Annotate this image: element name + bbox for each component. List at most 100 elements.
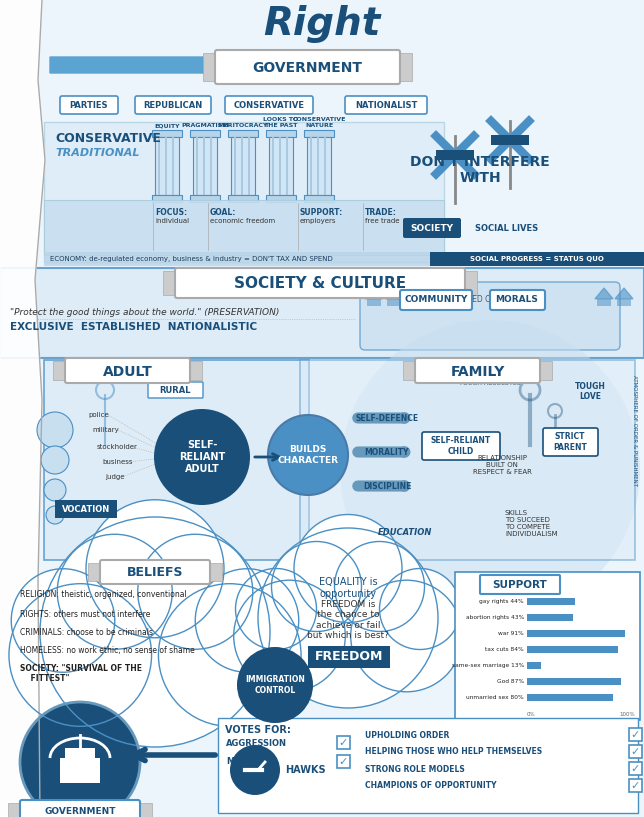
Bar	[241, 137, 243, 195]
Text: ✓: ✓	[631, 781, 640, 791]
Bar	[527, 662, 541, 669]
Circle shape	[154, 409, 250, 505]
Bar	[165, 137, 167, 195]
Text: ✓: ✓	[339, 757, 348, 767]
FancyBboxPatch shape	[148, 382, 203, 398]
Bar	[527, 694, 613, 701]
Bar	[8, 803, 22, 817]
Bar	[455, 572, 640, 720]
Circle shape	[237, 647, 313, 723]
Bar	[324, 137, 326, 195]
Circle shape	[46, 506, 64, 524]
Text: TOUGH
LOVE: TOUGH LOVE	[574, 382, 605, 401]
Circle shape	[37, 412, 73, 448]
Bar	[308, 646, 390, 668]
Bar	[203, 137, 205, 195]
Circle shape	[20, 702, 140, 817]
Bar	[188, 361, 202, 380]
Bar	[190, 130, 220, 137]
Bar	[337, 736, 350, 749]
Bar	[300, 360, 635, 560]
Text: SOCIETY & CULTURE: SOCIETY & CULTURE	[234, 276, 406, 292]
FancyBboxPatch shape	[135, 96, 211, 114]
Bar	[152, 130, 182, 137]
Text: stockholder: stockholder	[97, 444, 138, 450]
Circle shape	[40, 517, 270, 747]
Text: ADULT: ADULT	[102, 364, 153, 378]
Text: same-sex marriage 13%: same-sex marriage 13%	[451, 663, 524, 668]
Text: tax cuts 84%: tax cuts 84%	[485, 647, 524, 652]
Text: Right: Right	[263, 5, 381, 43]
Text: EDUCATION: EDUCATION	[378, 528, 432, 537]
Bar	[266, 130, 296, 137]
Text: BUILDS
CHARACTER: BUILDS CHARACTER	[278, 445, 339, 465]
Text: unmarried sex 80%: unmarried sex 80%	[466, 695, 524, 700]
Bar	[398, 53, 412, 81]
Text: MORALITY: MORALITY	[365, 448, 409, 457]
Text: gay rights 44%: gay rights 44%	[479, 599, 524, 604]
Bar	[629, 745, 642, 758]
Text: SUPPORT: SUPPORT	[493, 579, 547, 590]
Polygon shape	[385, 288, 403, 299]
Circle shape	[379, 569, 460, 650]
Text: DISCIPLINE: DISCIPLINE	[363, 481, 411, 490]
Bar	[617, 299, 631, 306]
Bar	[0, 268, 644, 358]
Text: SOCIAL PROGRESS = STATUS QUO: SOCIAL PROGRESS = STATUS QUO	[470, 256, 604, 262]
Text: ✓: ✓	[631, 747, 640, 757]
Bar	[193, 137, 217, 195]
Bar	[310, 137, 312, 195]
Text: SOCIETY: SOCIETY	[410, 224, 453, 233]
Polygon shape	[615, 288, 633, 299]
FancyBboxPatch shape	[422, 432, 500, 460]
Bar	[163, 271, 177, 295]
Text: STRONG ROLE MODELS: STRONG ROLE MODELS	[365, 765, 465, 774]
Text: STRICT
PARENT: STRICT PARENT	[553, 432, 587, 452]
Bar	[44, 252, 444, 266]
Circle shape	[158, 583, 301, 726]
Text: employers: employers	[300, 218, 337, 224]
Circle shape	[57, 534, 172, 650]
Polygon shape	[595, 288, 613, 299]
FancyBboxPatch shape	[345, 96, 427, 114]
Bar	[44, 122, 444, 262]
FancyBboxPatch shape	[215, 50, 400, 84]
Text: FOCUS:: FOCUS:	[155, 208, 187, 217]
Bar	[152, 195, 182, 202]
Circle shape	[268, 415, 348, 495]
Text: economic freedom: economic freedom	[210, 218, 275, 224]
Text: BELIEFS: BELIEFS	[127, 566, 184, 579]
Text: NATIONALIST: NATIONALIST	[355, 100, 417, 109]
Text: GOVERNMENT: GOVERNMENT	[252, 61, 363, 75]
Bar	[436, 150, 474, 160]
Bar	[138, 803, 152, 817]
FancyBboxPatch shape	[20, 800, 140, 817]
Bar	[60, 758, 100, 783]
Bar	[337, 755, 350, 768]
Bar	[430, 252, 644, 266]
Bar	[44, 360, 309, 560]
FancyBboxPatch shape	[480, 575, 560, 594]
Circle shape	[195, 569, 299, 672]
Bar	[208, 563, 222, 581]
Text: 100%: 100%	[620, 712, 635, 717]
Bar	[65, 748, 95, 760]
Text: ATMOSPHERE OF ORDER & PUNISHMENT: ATMOSPHERE OF ORDER & PUNISHMENT	[632, 374, 638, 485]
Text: RURAL: RURAL	[159, 386, 191, 395]
Polygon shape	[0, 0, 45, 817]
Bar	[527, 678, 621, 685]
Text: war 91%: war 91%	[498, 631, 524, 636]
FancyBboxPatch shape	[100, 560, 210, 584]
Text: GOAL:: GOAL:	[210, 208, 236, 217]
Text: police: police	[88, 412, 109, 418]
Text: MERITOCRACY: MERITOCRACY	[218, 123, 269, 128]
Text: free trade: free trade	[365, 218, 399, 224]
Bar	[527, 646, 618, 653]
Bar	[196, 137, 198, 195]
Text: VOTES FOR:: VOTES FOR:	[225, 725, 291, 735]
Text: CRIMINALS: choose to be criminals: CRIMINALS: choose to be criminals	[20, 628, 153, 637]
Text: PRAGMATISM: PRAGMATISM	[181, 123, 229, 128]
Text: COMMUNITY: COMMUNITY	[404, 296, 468, 305]
Bar	[527, 614, 573, 621]
Text: SUPPORT:: SUPPORT:	[300, 208, 343, 217]
